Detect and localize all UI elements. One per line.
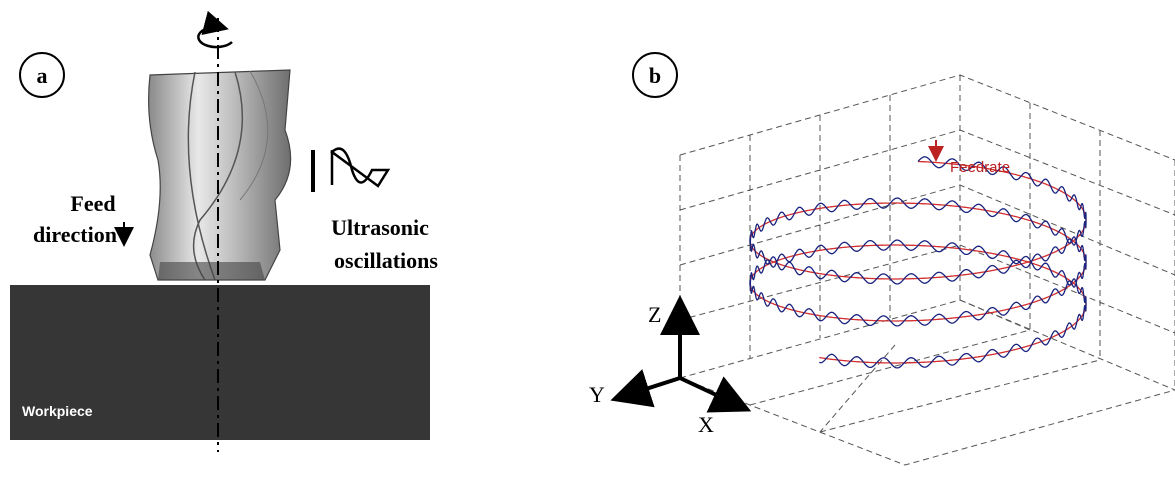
ultrasonic-label: Ultrasonic: [331, 215, 429, 240]
drill: [149, 70, 291, 280]
drill-tip: [158, 262, 265, 280]
workpiece-label: Workpiece: [22, 403, 93, 419]
panel-a: a Workpiece Feed direction Ultrasonic os…: [10, 18, 438, 452]
axis-label: X: [698, 412, 714, 437]
ultrasonic-label: oscillations: [334, 248, 438, 273]
oscillation-wave: [332, 149, 388, 186]
figure: a Workpiece Feed direction Ultrasonic os…: [0, 0, 1175, 482]
feedrate-label: Feedrate: [950, 159, 1010, 176]
axis-y: [618, 378, 680, 398]
feed-label: Feed: [70, 191, 115, 216]
axis-label: Z: [648, 302, 661, 327]
grid-box: [680, 75, 1175, 465]
panel-b: b Feedrate Z Y X: [589, 53, 1175, 465]
rotation-arrow: [198, 27, 232, 47]
panel-label: a: [37, 63, 48, 88]
feed-label: direction: [33, 222, 117, 247]
panel-label: b: [649, 63, 661, 88]
tool-path-nominal: [750, 162, 1086, 364]
axis-x: [680, 378, 744, 408]
axis-label: Y: [589, 382, 605, 407]
tool-path-oscillating: [750, 157, 1086, 368]
